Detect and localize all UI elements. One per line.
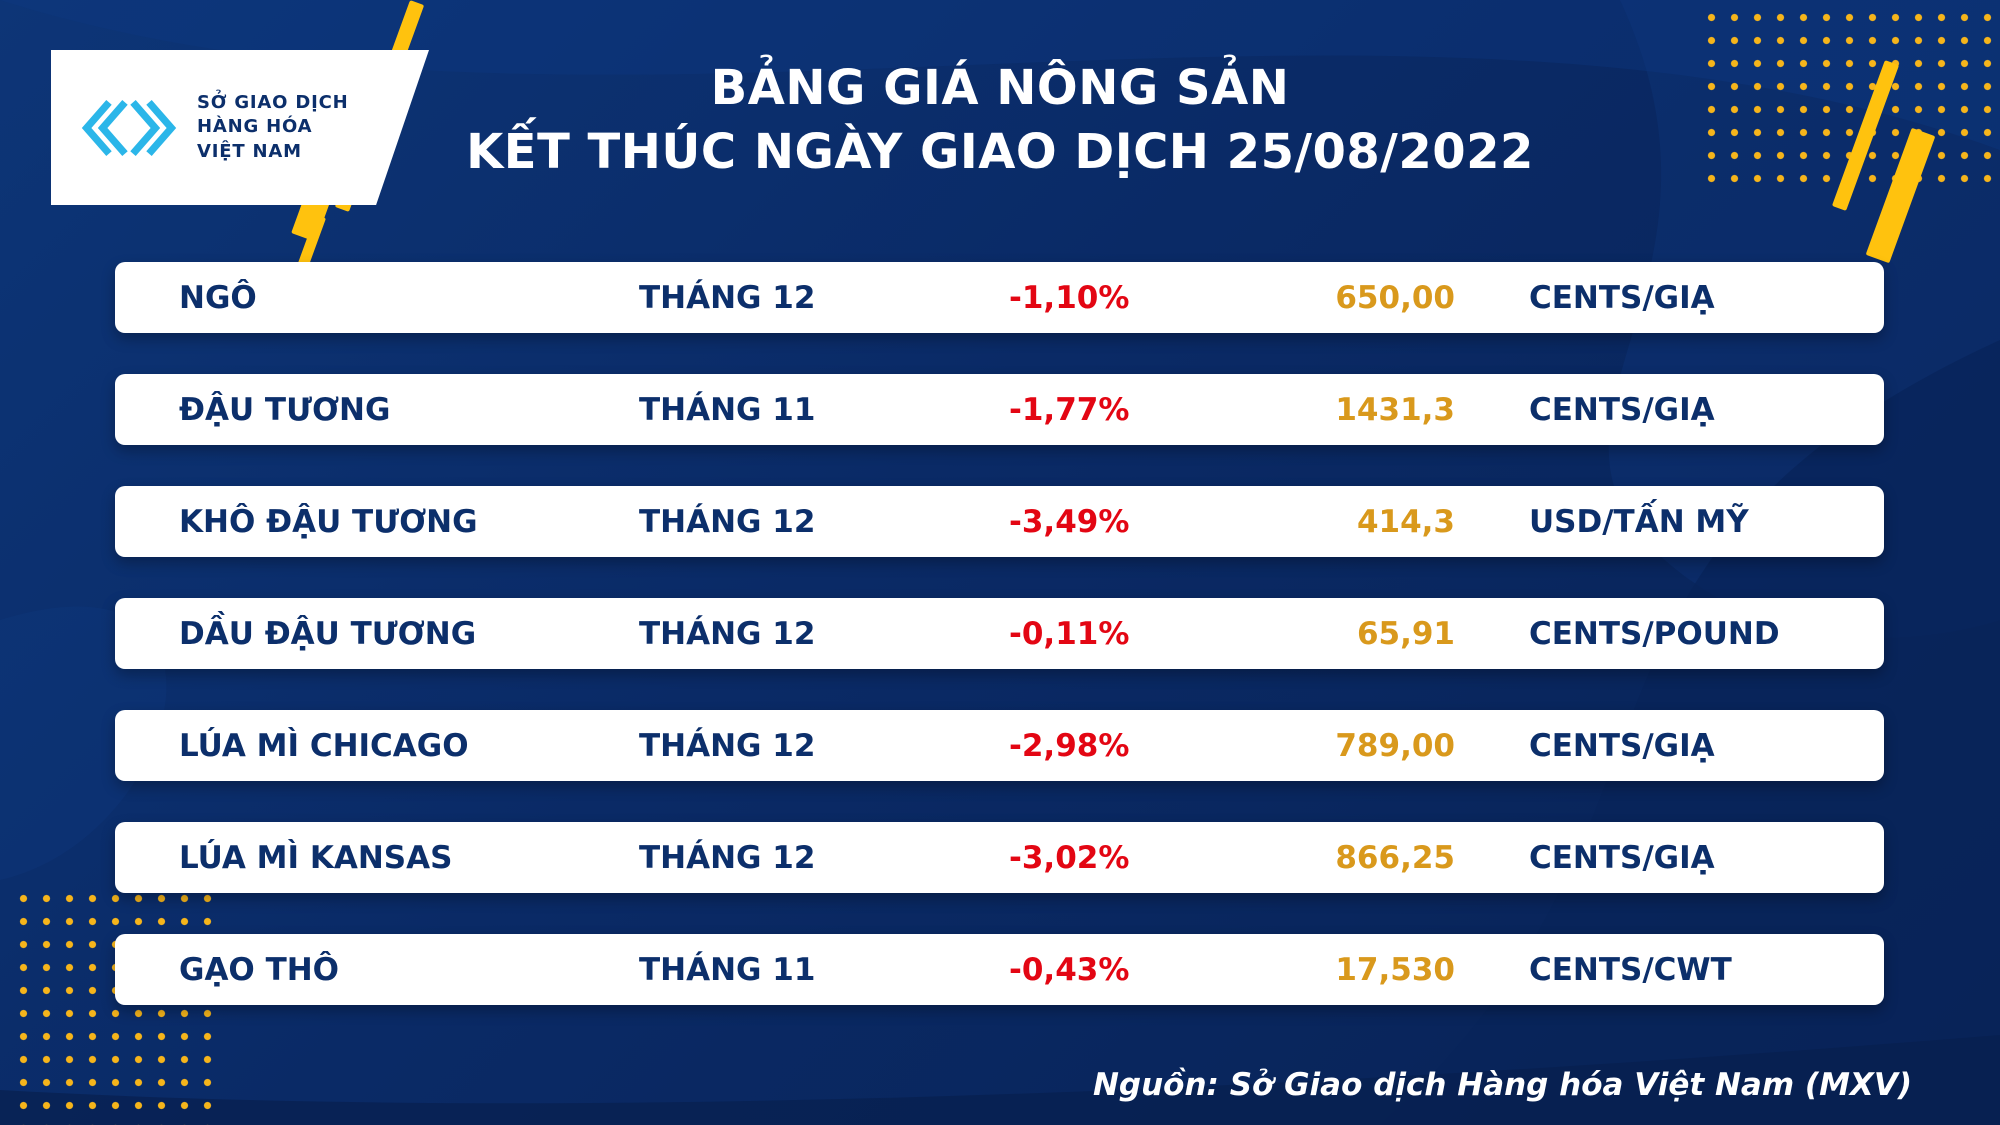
percent-change: -1,10%: [1009, 279, 1130, 316]
contract-month: THÁNG 12: [639, 503, 816, 540]
commodity-name: LÚA MÌ KANSAS: [179, 839, 453, 876]
commodity-name: DẦU ĐẬU TƯƠNG: [179, 615, 477, 652]
source-credit: Nguồn: Sở Giao dịch Hàng hóa Việt Nam (M…: [1092, 1067, 1912, 1103]
logo-banner: SỞ GIAO DỊCH HÀNG HÓA VIỆT NAM: [51, 50, 429, 205]
contract-month: THÁNG 11: [639, 951, 816, 988]
price-value: 789,00: [1335, 727, 1455, 764]
logo-text-line1: SỞ GIAO DỊCH: [197, 92, 349, 114]
price-unit: CENTS/GIẠ: [1529, 279, 1715, 316]
percent-change: -2,98%: [1009, 727, 1130, 764]
price-unit: CENTS/GIẠ: [1529, 391, 1715, 428]
price-value: 17,530: [1335, 951, 1455, 988]
table-row: LÚA MÌ KANSAS THÁNG 12 -3,02% 866,25 CEN…: [115, 822, 1884, 893]
mxv-logo-icon: [81, 99, 177, 156]
price-value: 866,25: [1335, 839, 1455, 876]
contract-month: THÁNG 11: [639, 391, 816, 428]
percent-change: -0,43%: [1009, 951, 1130, 988]
percent-change: -0,11%: [1009, 615, 1130, 652]
commodity-name: GẠO THÔ: [179, 951, 340, 988]
commodity-name: NGÔ: [179, 279, 257, 316]
price-value: 414,3: [1356, 503, 1455, 540]
price-value: 1431,3: [1335, 391, 1455, 428]
table-row: KHÔ ĐẬU TƯƠNG THÁNG 12 -3,49% 414,3 USD/…: [115, 486, 1884, 557]
price-unit: CENTS/CWT: [1529, 951, 1732, 988]
price-value: 650,00: [1335, 279, 1455, 316]
commodity-name: ĐẬU TƯƠNG: [179, 391, 391, 428]
logo-text-line3: VIỆT NAM: [197, 140, 302, 162]
table-row: LÚA MÌ CHICAGO THÁNG 12 -2,98% 789,00 CE…: [115, 710, 1884, 781]
percent-change: -3,49%: [1009, 503, 1130, 540]
table-row: GẠO THÔ THÁNG 11 -0,43% 17,530 CENTS/CWT: [115, 934, 1884, 1005]
commodity-name: LÚA MÌ CHICAGO: [179, 727, 469, 764]
dot-pattern-bottom-left: [12, 887, 212, 1125]
page-title: BẢNG GIÁ NÔNG SẢN KẾT THÚC NGÀY GIAO DỊC…: [0, 56, 2000, 184]
price-unit: CENTS/GIẠ: [1529, 839, 1715, 876]
percent-change: -1,77%: [1009, 391, 1130, 428]
title-line2: KẾT THÚC NGÀY GIAO DỊCH 25/08/2022: [466, 124, 1534, 180]
price-unit: CENTS/GIẠ: [1529, 727, 1715, 764]
contract-month: THÁNG 12: [639, 279, 816, 316]
title-line1: BẢNG GIÁ NÔNG SẢN: [710, 60, 1290, 116]
percent-change: -3,02%: [1009, 839, 1130, 876]
price-table: NGÔ THÁNG 12 -1,10% 650,00 CENTS/GIẠ ĐẬU…: [115, 262, 1884, 1005]
price-value: 65,91: [1356, 615, 1455, 652]
price-unit: USD/TẤN MỸ: [1529, 503, 1749, 540]
contract-month: THÁNG 12: [639, 727, 816, 764]
logo-text: SỞ GIAO DỊCH HÀNG HÓA VIỆT NAM: [197, 91, 348, 164]
table-row: ĐẬU TƯƠNG THÁNG 11 -1,77% 1431,3 CENTS/G…: [115, 374, 1884, 445]
price-unit: CENTS/POUND: [1529, 615, 1780, 652]
contract-month: THÁNG 12: [639, 839, 816, 876]
logo-text-line2: HÀNG HÓA: [197, 116, 313, 138]
commodity-name: KHÔ ĐẬU TƯƠNG: [179, 503, 478, 540]
table-row: NGÔ THÁNG 12 -1,10% 650,00 CENTS/GIẠ: [115, 262, 1884, 333]
contract-month: THÁNG 12: [639, 615, 816, 652]
table-row: DẦU ĐẬU TƯƠNG THÁNG 12 -0,11% 65,91 CENT…: [115, 598, 1884, 669]
